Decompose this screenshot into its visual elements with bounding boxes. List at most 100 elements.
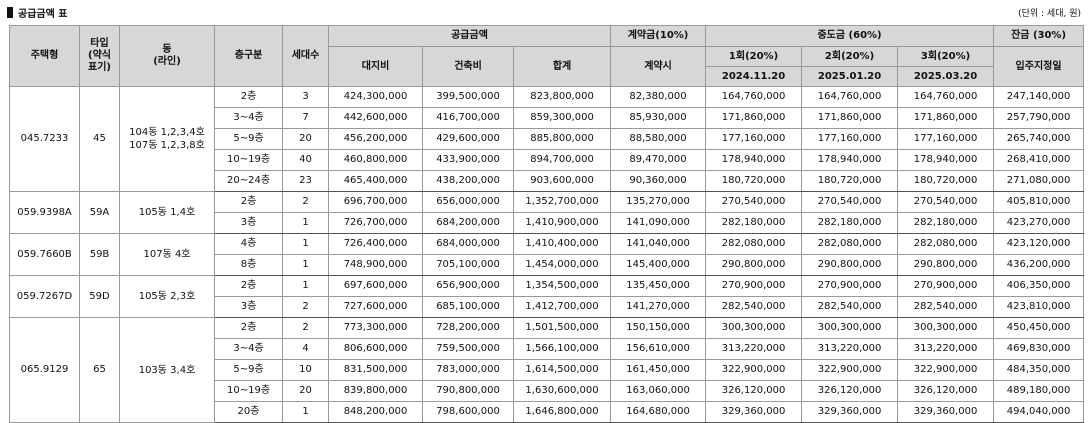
cell-households: 1 [282, 233, 329, 255]
header-house-type: 주택형 [9, 25, 80, 87]
cell-households: 7 [282, 107, 329, 129]
cell-contract: 161,450,000 [610, 359, 707, 381]
cell-contract: 90,360,000 [610, 170, 707, 192]
table-row: 20층 1 848,200,000 798,600,000 1,646,800,000 1… [10, 401, 1085, 423]
cell-m1: 300,300,000 [705, 317, 803, 339]
cell-m3: 290,800,000 [897, 254, 995, 276]
cell-m3: 177,160,000 [897, 128, 995, 150]
cell-land: 726,700,000 [328, 212, 423, 234]
table-row: 3~4층 7 442,600,000 416,700,000 859,300,000 85… [10, 107, 1085, 129]
cell-m2: 178,940,000 [801, 149, 899, 171]
cell-land: 697,600,000 [328, 275, 423, 297]
cell-total: 885,800,000 [512, 128, 612, 150]
supply-price-table: 주택형 타입 (약식 표기) 동 (라인) 층구분 세대수 공급금액 계약금(1… [9, 25, 1085, 423]
cell-floor: 3층 [214, 212, 283, 234]
header-middle-group: 중도금 (60%) [705, 25, 995, 47]
cell-balance: 247,140,000 [993, 86, 1085, 108]
cell-balance: 494,040,000 [993, 401, 1085, 423]
cell-dong: 105동 2,3호 [119, 275, 215, 318]
cell-households: 2 [282, 191, 329, 213]
cell-contract: 85,930,000 [610, 107, 707, 129]
cell-land: 442,600,000 [328, 107, 423, 129]
cell-m1: 270,540,000 [705, 191, 803, 213]
header-total: 합계 [512, 46, 612, 87]
cell-building: 656,900,000 [422, 275, 514, 297]
cell-households: 1 [282, 275, 329, 297]
cell-balance: 484,350,000 [993, 359, 1085, 381]
cell-m3: 329,360,000 [897, 401, 995, 423]
cell-m1: 282,540,000 [705, 296, 803, 318]
cell-contract: 145,400,000 [610, 254, 707, 276]
cell-m2: 171,860,000 [801, 107, 899, 129]
cell-land: 696,700,000 [328, 191, 423, 213]
cell-dong: 105동 1,4호 [119, 191, 215, 234]
cell-balance: 406,350,000 [993, 275, 1085, 297]
cell-total: 1,410,400,000 [512, 233, 612, 255]
table-row: 5~9층 20 456,200,000 429,600,000 885,800,000 8… [10, 128, 1085, 150]
cell-m2: 290,800,000 [801, 254, 899, 276]
cell-m2: 313,220,000 [801, 338, 899, 360]
cell-building: 790,800,000 [422, 380, 514, 402]
cell-total: 1,630,600,000 [512, 380, 612, 402]
table-row: 10~19층 40 460,800,000 433,900,000 894,700,00… [10, 149, 1085, 171]
cell-total: 823,800,000 [512, 86, 612, 108]
cell-m2: 164,760,000 [801, 86, 899, 108]
cell-m1: 164,760,000 [705, 86, 803, 108]
cell-type-abbr: 65 [79, 317, 120, 423]
cell-floor: 4층 [214, 233, 283, 255]
cell-house-type: 045.7233 [9, 86, 80, 192]
header-land: 대지비 [328, 46, 423, 87]
cell-floor: 5~9층 [214, 359, 283, 381]
cell-m1: 282,080,000 [705, 233, 803, 255]
cell-m1: 322,900,000 [705, 359, 803, 381]
cell-m2: 282,540,000 [801, 296, 899, 318]
cell-land: 424,300,000 [328, 86, 423, 108]
cell-land: 465,400,000 [328, 170, 423, 192]
cell-dong: 104동 1,2,3,4호 107동 1,2,3,8호 [119, 86, 215, 192]
table-row: 059.7660B 59B 107동 4호 4층 1 726,400,000 684,000… [9, 233, 1085, 276]
cell-households: 23 [282, 170, 329, 192]
cell-floor: 8층 [214, 254, 283, 276]
cell-m3: 270,900,000 [897, 275, 995, 297]
cell-m2: 300,300,000 [801, 317, 899, 339]
header-middle-2: 2회(20%) [801, 46, 899, 67]
cell-balance: 271,080,000 [993, 170, 1085, 192]
cell-building: 684,000,000 [422, 233, 514, 255]
cell-households: 40 [282, 149, 329, 171]
table-row: 045.7233 45 104동 1,2,3,4호 107동 1,2,3,8호 2층 3… [9, 86, 1085, 192]
cell-floor: 10~19층 [214, 149, 283, 171]
cell-households: 4 [282, 338, 329, 360]
cell-floor: 2층 [214, 191, 283, 213]
cell-contract: 156,610,000 [610, 338, 707, 360]
cell-house-type: 059.7660B [9, 233, 80, 276]
cell-m1: 270,900,000 [705, 275, 803, 297]
cell-households: 1 [282, 212, 329, 234]
cell-m1: 329,360,000 [705, 401, 803, 423]
cell-total: 903,600,000 [512, 170, 612, 192]
cell-balance: 265,740,000 [993, 128, 1085, 150]
cell-balance: 450,450,000 [993, 317, 1085, 339]
cell-building: 684,200,000 [422, 212, 514, 234]
header-supply-price: 공급금액 [327, 25, 612, 47]
cell-total: 1,646,800,000 [512, 401, 612, 423]
cell-m1: 177,160,000 [705, 128, 803, 150]
cell-m3: 270,540,000 [897, 191, 995, 213]
cell-total: 1,410,900,000 [512, 212, 612, 234]
cell-m1: 313,220,000 [705, 338, 803, 360]
cell-total: 1,454,000,000 [512, 254, 612, 276]
cell-households: 1 [282, 401, 329, 423]
header-middle-3: 3회(20%) [897, 46, 995, 67]
cell-floor: 3~4층 [214, 107, 283, 129]
cell-m1: 326,120,000 [705, 380, 803, 402]
cell-land: 773,300,000 [328, 317, 423, 339]
cell-type-abbr: 59B [79, 233, 120, 276]
cell-type-abbr: 45 [79, 86, 120, 192]
cell-households: 20 [282, 128, 329, 150]
cell-floor: 5~9층 [214, 128, 283, 150]
header-middle-3-date: 2025.03.20 [897, 66, 995, 87]
table-row: 059.9398A 59A 105동 1,4호 2층 2 696,700,000 656,0… [9, 191, 1085, 234]
cell-building: 656,000,000 [422, 191, 514, 213]
header-floor: 층구분 [214, 25, 283, 87]
cell-building: 728,200,000 [422, 317, 514, 339]
